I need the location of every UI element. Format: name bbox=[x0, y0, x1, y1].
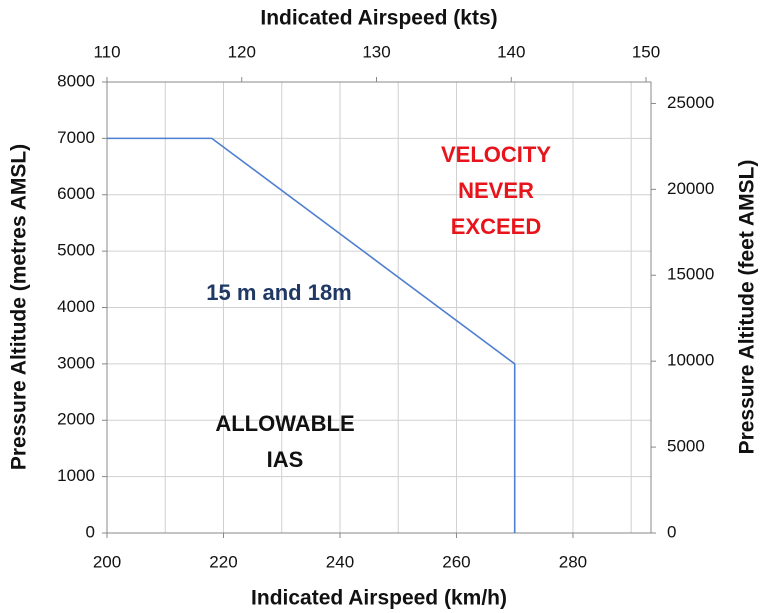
x-tick-label: 280 bbox=[559, 552, 587, 571]
x-tick-label: 260 bbox=[442, 552, 470, 571]
y2-tick-label: 0 bbox=[667, 522, 676, 541]
y2-axis-title: Pressure Altitude (feet AMSL) bbox=[736, 160, 759, 455]
y-tick-label: 3000 bbox=[57, 353, 95, 372]
y-axis-title: Pressure Altitude (metres AMSL) bbox=[8, 144, 31, 470]
y-tick-label: 0 bbox=[86, 522, 95, 541]
y-tick-label: 5000 bbox=[57, 241, 95, 260]
annotation: IAS bbox=[267, 447, 304, 472]
y-tick-label: 7000 bbox=[57, 128, 95, 147]
annotation: VELOCITY bbox=[441, 142, 551, 167]
data-line bbox=[107, 137, 516, 533]
annotation: NEVER bbox=[458, 178, 534, 203]
y2-tick-label: 10000 bbox=[667, 351, 714, 370]
y-tick-label: 6000 bbox=[57, 184, 95, 203]
x2-tick-label: 120 bbox=[228, 42, 256, 61]
annotation: 15 m and 18m bbox=[206, 280, 352, 305]
plot-frame bbox=[106, 81, 652, 534]
y-tick-label: 8000 bbox=[57, 71, 95, 90]
y-tick-label: 4000 bbox=[57, 297, 95, 316]
x2-axis-title: Indicated Airspeed (kts) bbox=[260, 7, 497, 30]
x2-tick-label: 130 bbox=[362, 42, 390, 61]
x2-tick-label: 110 bbox=[93, 42, 120, 61]
y2-tick-label: 15000 bbox=[667, 265, 714, 284]
annotation: ALLOWABLE bbox=[215, 411, 354, 436]
y-tick-label: 2000 bbox=[57, 410, 95, 429]
y2-tick-label: 25000 bbox=[667, 93, 714, 112]
x2-tick-label: 150 bbox=[632, 42, 660, 61]
y2-tick-label: 5000 bbox=[667, 437, 705, 456]
y2-tick-label: 20000 bbox=[667, 179, 714, 198]
x-tick-label: 240 bbox=[326, 552, 354, 571]
x2-tick-label: 140 bbox=[497, 42, 525, 61]
x-tick-label: 200 bbox=[93, 552, 121, 571]
x-tick-label: 220 bbox=[209, 552, 237, 571]
x-axis-title: Indicated Airspeed (km/h) bbox=[251, 587, 507, 610]
annotation: EXCEED bbox=[451, 214, 541, 239]
y-tick-label: 1000 bbox=[57, 466, 95, 485]
